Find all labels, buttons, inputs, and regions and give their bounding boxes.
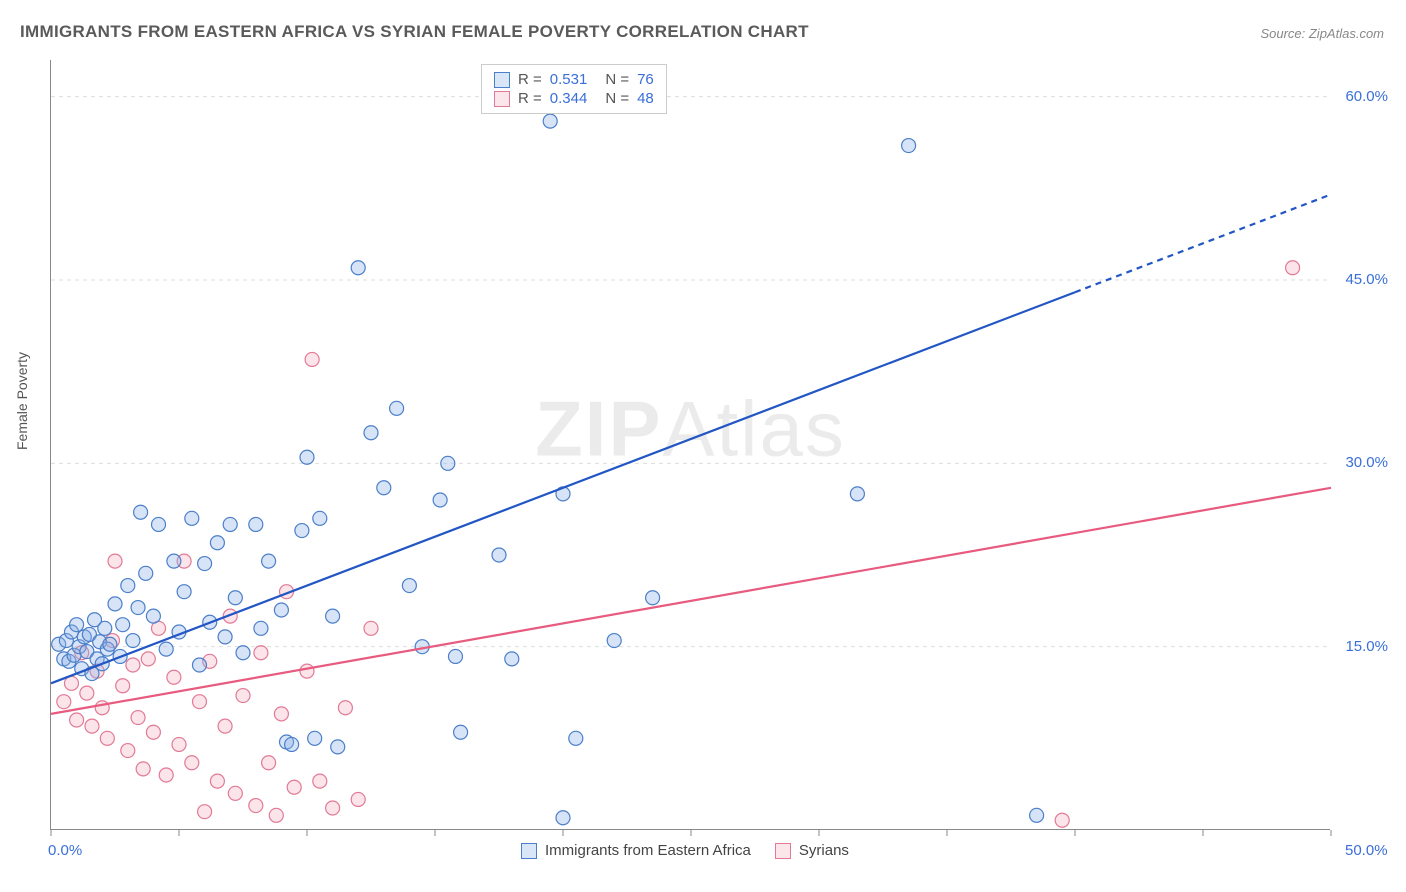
legend-swatch	[775, 843, 791, 859]
plot-area: ZIPAtlas R =0.531N =76R =0.344N =48 Immi…	[50, 60, 1330, 830]
y-tick-label-15: 15.0%	[1345, 638, 1388, 655]
n-value: 48	[637, 90, 654, 107]
y-tick-label-30: 30.0%	[1345, 454, 1388, 471]
y-tick-label-45: 45.0%	[1345, 271, 1388, 288]
legend-stats-row: R = 0.344 N = 48	[494, 90, 654, 107]
legend-stats-box: R = 0.531 N = 76 R = 0.344 N = 48	[481, 64, 667, 114]
r-label: R =	[518, 71, 542, 88]
r-value: 0.531	[550, 71, 588, 88]
n-label: N =	[605, 90, 629, 107]
legend-series-label: Immigrants from Eastern Africa	[545, 842, 751, 859]
source-label: Source: ZipAtlas.com	[1260, 26, 1384, 41]
legend-swatch	[494, 72, 510, 88]
y-tick-label-60: 60.0%	[1345, 88, 1388, 105]
r-label: R =	[518, 90, 542, 107]
legend-swatch	[521, 843, 537, 859]
r-value: 0.344	[550, 90, 588, 107]
legend-series-item: Syrians	[775, 842, 849, 859]
legend-stats-row: R = 0.531 N = 76	[494, 71, 654, 88]
n-value: 76	[637, 71, 654, 88]
chart-svg	[51, 60, 1330, 829]
legend-series-label: Syrians	[799, 842, 849, 859]
chart-title: IMMIGRANTS FROM EASTERN AFRICA VS SYRIAN…	[20, 22, 809, 42]
legend-swatch	[494, 91, 510, 107]
n-label: N =	[605, 71, 629, 88]
x-tick-label-max: 50.0%	[1345, 842, 1388, 859]
x-tick-label-min: 0.0%	[48, 842, 82, 859]
legend-series: Immigrants from Eastern Africa Syrians	[521, 842, 849, 859]
y-axis-label: Female Poverty	[14, 352, 30, 450]
legend-series-item: Immigrants from Eastern Africa	[521, 842, 751, 859]
